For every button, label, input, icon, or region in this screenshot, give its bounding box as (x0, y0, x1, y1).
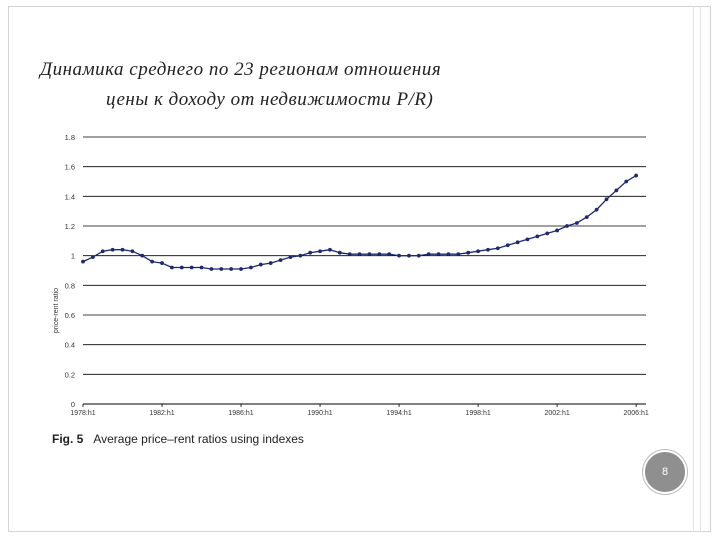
data-point (416, 253, 421, 258)
data-point (268, 261, 273, 265)
series-points (81, 173, 639, 271)
data-point (150, 259, 155, 264)
data-point (486, 247, 490, 252)
data-point (110, 247, 115, 252)
data-point (367, 252, 372, 257)
data-point (426, 252, 431, 257)
data-point (624, 179, 629, 184)
data-point (555, 228, 560, 233)
chart-gridlines (83, 136, 646, 375)
y-axis-label: price-rent ratio (53, 288, 60, 333)
data-point (347, 252, 352, 257)
data-point (288, 255, 293, 260)
data-point (357, 252, 362, 257)
data-point (308, 250, 313, 255)
x-tick-label: 1990:h1 (307, 410, 332, 417)
data-point (456, 252, 461, 257)
figure-caption-text: Average price–rent ratios using indexes (93, 432, 304, 446)
data-point (100, 249, 105, 254)
y-tick-label: 0.6 (65, 311, 75, 320)
slide-title-line-1: Динамика среднего по 23 регионам отношен… (40, 59, 442, 80)
figure-caption-label: Fig. 5 (52, 432, 84, 446)
data-point (446, 252, 451, 257)
slide-title: Динамика среднего по 23 регионам отношен… (40, 55, 680, 115)
data-point (604, 197, 609, 202)
page-number: 8 (661, 466, 669, 478)
y-tick-label: 1.8 (65, 133, 75, 142)
data-point (436, 252, 441, 257)
data-point (545, 231, 550, 236)
y-tick-label: 1.4 (65, 192, 75, 201)
data-point (377, 252, 382, 257)
y-tick-label: 1.6 (65, 163, 75, 172)
data-point (189, 265, 194, 270)
data-point (387, 252, 392, 257)
data-point (160, 261, 164, 265)
slide-frame (8, 6, 711, 532)
data-point (634, 173, 639, 178)
data-point (495, 246, 500, 251)
data-point (81, 259, 85, 264)
data-point (614, 188, 619, 193)
data-point (90, 255, 95, 260)
data-point (209, 267, 214, 271)
x-tick-label: 1994:h1 (386, 410, 411, 417)
data-point (328, 247, 332, 252)
y-tick-label: 1 (71, 252, 75, 261)
data-point (407, 253, 411, 258)
x-tick-label: 1986:h1 (228, 410, 253, 417)
data-point (574, 221, 579, 225)
y-tick-label: 0.8 (65, 281, 75, 290)
data-point (229, 267, 234, 271)
data-point (565, 224, 569, 228)
x-tick-label: 1982:h1 (149, 410, 174, 417)
data-point (584, 215, 589, 220)
data-point (278, 258, 283, 263)
figure-caption: Fig. 5 Average price–rent ratios using in… (52, 432, 304, 446)
data-point (515, 240, 520, 245)
data-point (397, 253, 401, 258)
y-tick-label: 0.2 (65, 370, 75, 379)
y-tick-label: 0.4 (65, 341, 75, 350)
data-point (239, 267, 243, 271)
x-tick-label: 1978:h1 (70, 410, 95, 417)
data-point (249, 265, 253, 270)
data-point (466, 250, 471, 255)
data-point (318, 249, 322, 254)
x-tick-label: 2006:h1 (623, 410, 648, 417)
slide-rail (700, 6, 701, 532)
slide-rail (693, 6, 694, 532)
y-tick-label: 0 (71, 400, 75, 409)
data-point (199, 265, 204, 270)
data-point (525, 237, 530, 242)
data-point (179, 265, 184, 270)
data-point (130, 249, 135, 254)
data-point (505, 243, 510, 248)
data-point (337, 250, 342, 255)
data-point (258, 262, 263, 267)
data-point (535, 234, 540, 239)
data-point (140, 253, 145, 258)
data-point (594, 207, 599, 212)
y-tick-labels: 0 0.2 0.4 0.6 0.8 1 1.2 1.4 1.6 1.8 (65, 133, 75, 409)
data-point (298, 253, 303, 258)
slide-title-line-2: цены к доходу от недвижимости P/R) (106, 89, 434, 110)
data-point (120, 247, 125, 252)
x-tick-labels: 1978:h1 1982:h1 1986:h1 1990:h1 1994:h1 1998:… (70, 404, 649, 417)
data-point (219, 267, 224, 271)
x-tick-label: 1998:h1 (465, 410, 490, 417)
page-number-badge: 8 (643, 450, 687, 494)
x-tick-label: 2002:h1 (544, 410, 569, 417)
y-tick-label: 1.2 (65, 222, 75, 231)
data-point (476, 249, 480, 254)
data-point (169, 265, 174, 270)
